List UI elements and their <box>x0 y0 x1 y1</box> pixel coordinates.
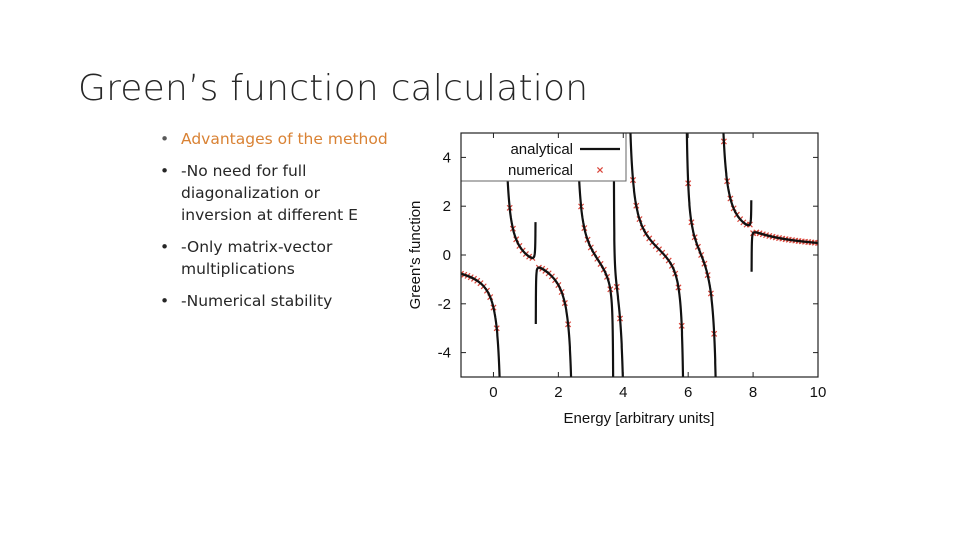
legend-label-analytical: analytical <box>510 141 573 158</box>
x-tick-label: 0 <box>489 384 497 401</box>
analytical-curve <box>461 133 818 377</box>
bullet-text: -Numerical stability <box>181 292 333 310</box>
y-tick-label: -2 <box>438 296 451 313</box>
x-tick-label: 8 <box>749 384 757 401</box>
bullet-text: Advantages of the method <box>181 130 388 148</box>
axis-ticks: 0 2 4 6 8 10 -4 -2 0 2 4 <box>438 133 827 401</box>
x-tick-label: 10 <box>810 384 827 401</box>
legend-box <box>460 132 627 182</box>
y-tick-label: 4 <box>443 149 451 166</box>
bullet-text: -Only matrix-vector multiplications <box>181 238 333 278</box>
x-tick-label: 2 <box>554 384 562 401</box>
y-tick-label: 0 <box>443 247 451 264</box>
x-tick-label: 6 <box>684 384 692 401</box>
numerical-point <box>814 239 818 246</box>
bullet-item-matrix-vector: • -Only matrix-vector multiplications <box>160 236 390 280</box>
legend-marker-x <box>596 166 604 174</box>
bullet-item-advantages: • Advantages of the method <box>160 128 390 150</box>
numerical-point <box>569 384 574 389</box>
y-tick-label: -4 <box>438 345 451 362</box>
bullet-item-no-diagonalization: • -No need for full diagonalization or i… <box>160 160 390 226</box>
bullet-glyph: • <box>160 292 170 310</box>
bullet-list: • Advantages of the method • -No need fo… <box>160 128 390 322</box>
bullet-glyph: • <box>160 238 170 256</box>
slide-title: Green’s function calculation <box>78 68 589 109</box>
y-axis-label: Green's function <box>407 201 424 310</box>
x-tick-label: 4 <box>619 384 627 401</box>
legend-swatch-numerical <box>596 166 604 174</box>
analytical-series <box>461 133 818 377</box>
greens-function-chart: analytical numerical 0 2 4 6 8 10 -4 -2 0 2 4 Ener… <box>407 132 827 427</box>
y-tick-label: 2 <box>443 198 451 215</box>
x-axis-label: Energy [arbitrary units] <box>564 410 715 427</box>
bullet-item-stability: • -Numerical stability <box>160 290 390 312</box>
bullet-glyph: • <box>160 162 170 180</box>
bullet-text: -No need for full diagonalization or inv… <box>181 162 358 224</box>
bullet-glyph: • <box>160 130 170 148</box>
legend-label-numerical: numerical <box>508 162 573 179</box>
